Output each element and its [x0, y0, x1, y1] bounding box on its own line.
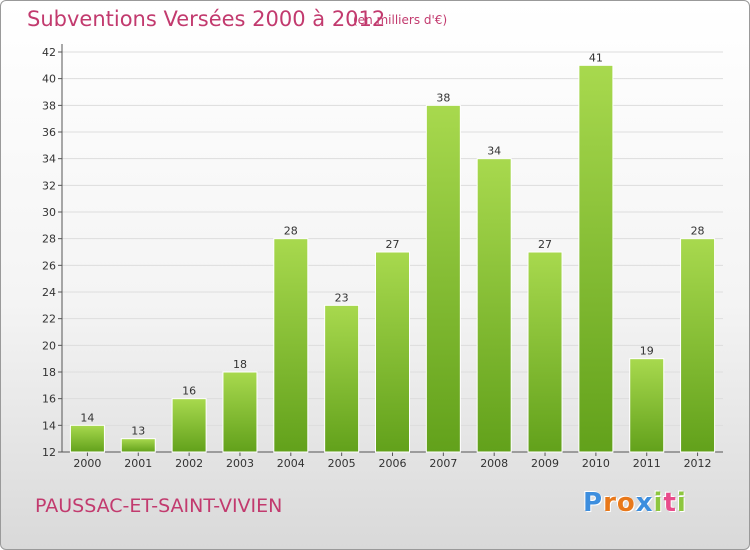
y-tick-label: 30 — [42, 206, 56, 219]
y-tick-label: 34 — [42, 153, 56, 166]
logo-letter: i — [653, 488, 664, 518]
bar-2011 — [629, 358, 665, 453]
data-label-2009: 27 — [538, 238, 552, 251]
data-label-2007: 38 — [436, 91, 450, 104]
bar-2002 — [171, 398, 207, 453]
logo-letter: t — [663, 488, 677, 518]
bars — [69, 64, 716, 453]
data-label-2000: 14 — [80, 411, 94, 424]
data-label-2004: 28 — [284, 225, 298, 238]
x-tick-label-2002: 2002 — [175, 457, 203, 470]
y-tick-label: 40 — [42, 73, 56, 86]
data-label-2006: 27 — [386, 238, 400, 251]
bar-2008 — [476, 158, 512, 453]
y-tick-label: 14 — [42, 419, 56, 432]
y-tick-label: 22 — [42, 313, 56, 326]
x-tick-label-2006: 2006 — [379, 457, 407, 470]
bar-2009 — [527, 251, 563, 453]
data-label-2010: 41 — [589, 51, 603, 64]
x-tick-label-2003: 2003 — [226, 457, 254, 470]
data-label-2012: 28 — [691, 225, 705, 238]
bar-2005 — [324, 304, 360, 453]
x-tick-label-2011: 2011 — [633, 457, 661, 470]
x-tick-label-2009: 2009 — [531, 457, 559, 470]
bar-2010 — [578, 64, 614, 453]
y-tick-label: 20 — [42, 339, 56, 352]
y-tick-label: 26 — [42, 259, 56, 272]
data-label-2001: 13 — [131, 425, 145, 438]
data-label-2011: 19 — [640, 345, 654, 358]
x-tick-label-2004: 2004 — [277, 457, 305, 470]
chart-title: Subventions Versées 2000 à 2012 — [27, 7, 386, 31]
logo-letter: r — [603, 488, 617, 518]
y-tick-label: 16 — [42, 393, 56, 406]
logo-letter: x — [635, 488, 654, 518]
x-tick-label-2012: 2012 — [684, 457, 712, 470]
y-tick-label: 12 — [42, 446, 56, 459]
y-tick-label: 36 — [42, 126, 56, 139]
data-label-2008: 34 — [487, 145, 501, 158]
y-tick-label: 32 — [42, 179, 56, 192]
bar-2007 — [425, 104, 461, 453]
y-tick-label: 18 — [42, 366, 56, 379]
labels: 14 2000 13 2001 16 2002 18 2003 28 2004 23 2005 27 20… — [73, 51, 711, 470]
logo-letter: o — [616, 488, 636, 518]
y-tick-label: 24 — [42, 286, 56, 299]
data-label-2002: 16 — [182, 385, 196, 398]
unit-note: (en milliers d'€) — [353, 13, 448, 27]
x-tick-label-2010: 2010 — [582, 457, 610, 470]
bar-2006 — [375, 251, 410, 453]
commune-name: PAUSSAC-ET-SAINT-VIVIEN — [35, 495, 283, 517]
x-tick-label-2000: 2000 — [73, 457, 101, 470]
bar-2012 — [680, 238, 716, 453]
data-label-2005: 23 — [335, 291, 349, 304]
logo-letter: P — [583, 488, 604, 518]
proxiti-logo: Proxiti — [583, 488, 687, 518]
bar-2004 — [273, 238, 309, 453]
x-tick-label-2001: 2001 — [124, 457, 152, 470]
bar-2003 — [222, 371, 258, 453]
x-tick-label-2005: 2005 — [328, 457, 356, 470]
x-tick-label-2008: 2008 — [480, 457, 508, 470]
y-tick-label: 38 — [42, 99, 56, 112]
logo-letter: i — [676, 488, 687, 518]
bar-2001 — [120, 438, 156, 453]
data-label-2003: 18 — [233, 358, 247, 371]
y-tick-label: 28 — [42, 233, 56, 246]
y-tick-label: 42 — [42, 46, 56, 59]
x-tick-label-2007: 2007 — [429, 457, 457, 470]
bar-2000 — [69, 424, 105, 453]
